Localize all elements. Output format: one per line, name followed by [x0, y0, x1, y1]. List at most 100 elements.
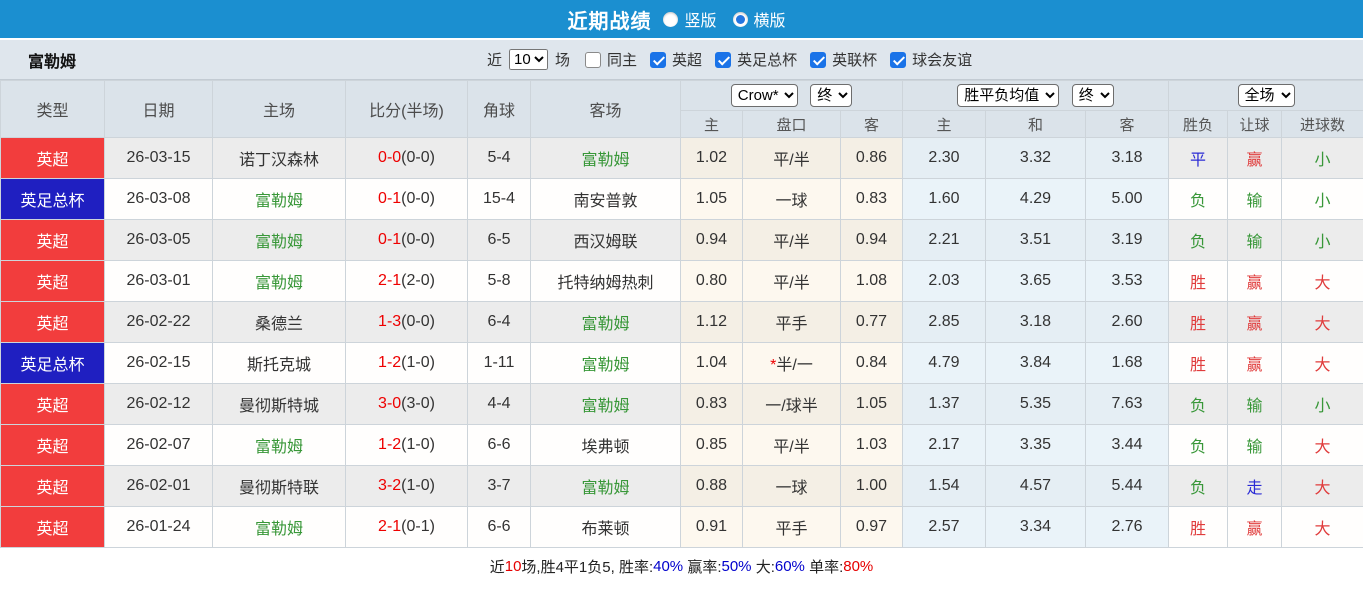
avg-away-value: 2.76 — [1084, 506, 1170, 548]
league-label-facup[interactable]: 英足总杯 — [737, 52, 798, 69]
avg-type-select[interactable]: 胜平负均值 — [957, 84, 1060, 107]
handicap-result: 输 — [1227, 219, 1283, 261]
league-badge: 英超 — [0, 260, 105, 302]
table-row: 英超 26-02-22 桑德兰 1-3(0-0) 6-4 富勒姆 1.12 平手… — [0, 301, 1363, 343]
match-date: 26-02-01 — [104, 465, 213, 507]
summary-odd-rate: 80% — [843, 557, 874, 575]
league-checkbox-eflcup[interactable] — [810, 51, 827, 68]
wl-result: 负 — [1168, 383, 1229, 425]
handicap-star: * — [770, 357, 777, 374]
fulltime-score: 2-1 — [378, 518, 402, 535]
match-date: 26-03-15 — [104, 137, 213, 179]
recent-count-select[interactable]: 10 — [509, 49, 549, 70]
avg-selector-cell: 胜平负均值 终 — [901, 80, 1170, 111]
league-label-eflcup[interactable]: 英联杯 — [832, 52, 878, 69]
subheader-wl: 胜负 — [1168, 110, 1229, 138]
col-header-away: 客场 — [530, 80, 681, 138]
goals-result: 大 — [1281, 465, 1363, 507]
wl-result: 平 — [1168, 137, 1229, 179]
summary-seg2: 场,胜4平1负5, 胜率: — [521, 558, 654, 576]
table-row: 英超 26-02-07 富勒姆 1-2(1-0) 6-6 埃弗顿 0.85 平/… — [0, 424, 1363, 466]
handicap-result: 赢 — [1227, 260, 1283, 302]
handicap-text: 一球 — [775, 480, 808, 497]
wl-result: 胜 — [1168, 506, 1229, 548]
halftime-score: (0-0) — [401, 149, 435, 166]
avg-home-value: 2.85 — [902, 301, 986, 343]
avg-away-value: 7.63 — [1084, 383, 1170, 425]
avg-home-value: 2.03 — [902, 260, 986, 302]
wl-result: 负 — [1168, 178, 1229, 220]
match-score: 0-1(0-0) — [345, 219, 468, 261]
odds-home-value: 0.85 — [680, 424, 743, 466]
same-home-checkbox[interactable] — [585, 51, 602, 68]
goals-result: 大 — [1281, 506, 1363, 548]
away-team: 托特纳姆热刺 — [530, 260, 681, 302]
horizontal-layout-label[interactable]: 横版 — [753, 13, 786, 30]
avg-home-value: 2.57 — [902, 506, 986, 548]
corner-count: 5-4 — [467, 137, 531, 179]
match-score: 2-1(0-1) — [345, 506, 468, 548]
handicap-line: 平/半 — [742, 219, 841, 261]
handicap-line: 平/半 — [742, 260, 841, 302]
bookmaker-select[interactable]: Crow* — [730, 84, 798, 107]
odds-time-select[interactable]: 终 — [810, 84, 853, 107]
odds-home-value: 0.94 — [680, 219, 743, 261]
match-score: 3-2(1-0) — [345, 465, 468, 507]
summary-seg3: 赢率: — [683, 558, 722, 576]
scope-select[interactable]: 全场 — [1237, 84, 1295, 107]
handicap-text: 平/半 — [773, 234, 810, 251]
league-label-premier[interactable]: 英超 — [672, 52, 703, 69]
horizontal-layout-radio[interactable] — [732, 11, 748, 27]
col-header-date: 日期 — [104, 80, 213, 138]
odds-away-value: 0.84 — [840, 342, 903, 384]
odds-away-value: 0.77 — [840, 301, 903, 343]
league-checkbox-facup[interactable] — [715, 51, 732, 68]
goals-result: 大 — [1281, 424, 1363, 466]
wl-result: 负 — [1168, 219, 1229, 261]
league-badge: 英超 — [0, 301, 105, 343]
handicap-text: 一球 — [775, 193, 808, 210]
wl-result: 负 — [1168, 465, 1229, 507]
avg-time-select[interactable]: 终 — [1071, 84, 1114, 107]
corner-count: 6-5 — [467, 219, 531, 261]
handicap-result: 赢 — [1227, 301, 1283, 343]
avg-home-value: 2.21 — [902, 219, 986, 261]
handicap-result: 赢 — [1227, 137, 1283, 179]
match-date: 26-02-22 — [104, 301, 213, 343]
match-date: 26-02-07 — [104, 424, 213, 466]
col-header-corner: 角球 — [467, 80, 531, 138]
league-checkbox-friendly[interactable] — [890, 51, 907, 68]
subheader-goals: 进球数 — [1281, 110, 1363, 138]
halftime-score: (1-0) — [401, 436, 435, 453]
home-team: 富勒姆 — [212, 178, 346, 220]
odds-selector-cell: Crow* 终 — [680, 80, 903, 111]
avg-draw-value: 4.57 — [985, 465, 1086, 507]
away-team: 布莱顿 — [530, 506, 681, 548]
corner-count: 15-4 — [467, 178, 531, 220]
wl-result: 胜 — [1168, 301, 1229, 343]
same-home-label[interactable]: 同主 — [607, 52, 638, 69]
league-label-friendly[interactable]: 球会友谊 — [912, 52, 973, 69]
league-badge: 英超 — [0, 383, 105, 425]
match-score: 0-0(0-0) — [345, 137, 468, 179]
handicap-text: 平/半 — [773, 275, 810, 292]
summary-win-rate: 40% — [653, 557, 684, 575]
vertical-layout-label[interactable]: 竖版 — [684, 13, 717, 30]
match-date: 26-03-01 — [104, 260, 213, 302]
home-team: 诺丁汉森林 — [212, 137, 346, 179]
fulltime-score: 0-1 — [378, 190, 402, 207]
filter-bar: 富勒姆 近 10 场 同主 英超 英足总杯 英联杯 球会友谊 — [0, 38, 1363, 80]
league-checkbox-premier[interactable] — [650, 51, 667, 68]
away-team: 富勒姆 — [530, 465, 681, 507]
table-row: 英超 26-02-12 曼彻斯特城 3-0(3-0) 4-4 富勒姆 0.83 … — [0, 383, 1363, 425]
odds-away-value: 1.08 — [840, 260, 903, 302]
odds-away-value: 0.86 — [840, 137, 903, 179]
odds-home-value: 0.80 — [680, 260, 743, 302]
handicap-result: 输 — [1227, 383, 1283, 425]
table-row: 英足总杯 26-03-08 富勒姆 0-1(0-0) 15-4 南安普敦 1.0… — [0, 178, 1363, 220]
handicap-line: 一球 — [742, 178, 841, 220]
odds-away-value: 1.05 — [840, 383, 903, 425]
handicap-line: *半/一 — [742, 342, 841, 384]
handicap-text: 一/球半 — [765, 398, 818, 415]
vertical-layout-radio[interactable] — [663, 11, 679, 27]
